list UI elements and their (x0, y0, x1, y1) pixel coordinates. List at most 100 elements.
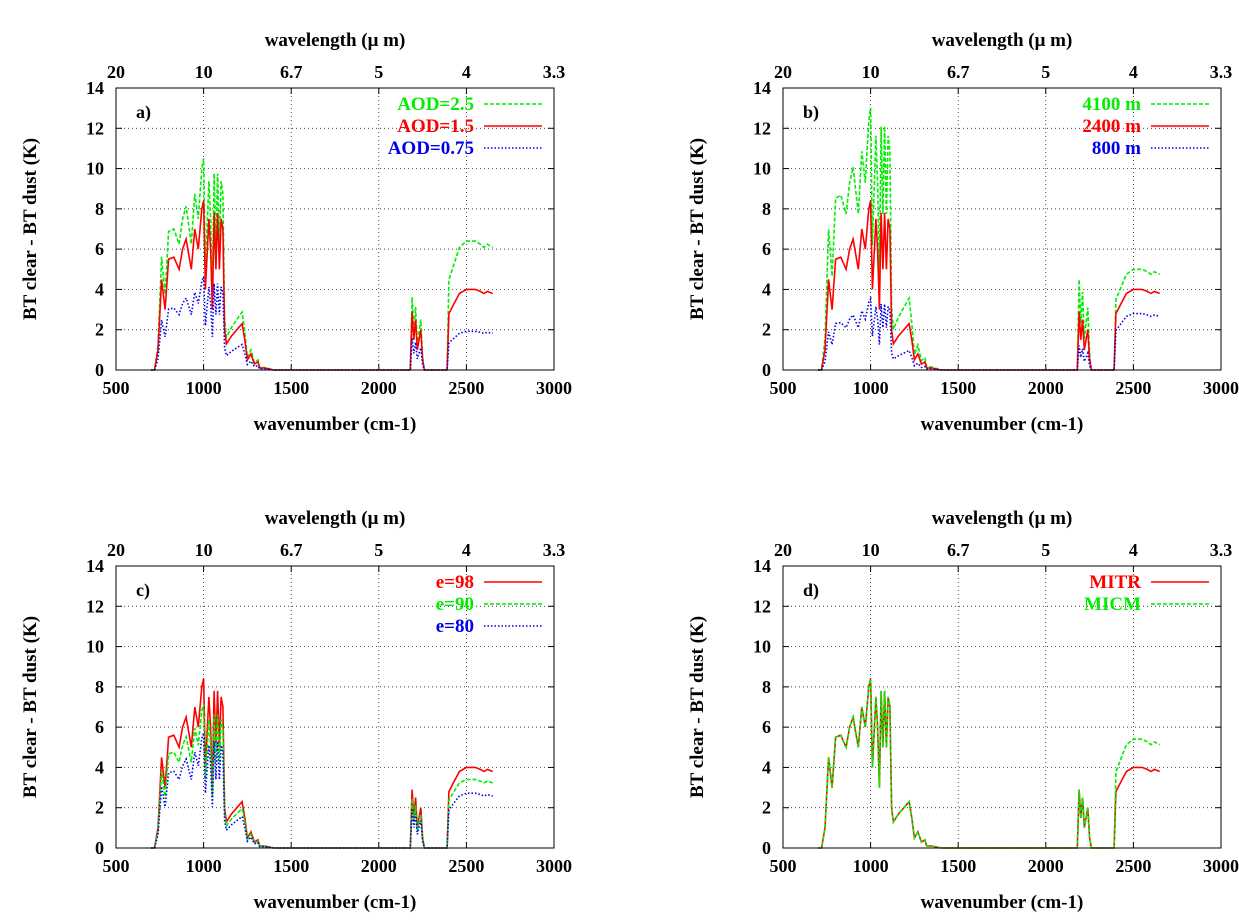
y-tick-label: 0 (95, 360, 104, 380)
x2-tick-label: 3.3 (543, 62, 566, 82)
y-tick-label: 10 (753, 159, 771, 179)
x2-axis-label: wavelength (μ m) (265, 508, 406, 529)
series-line-2 (818, 200, 1160, 371)
y-tick-label: 12 (86, 596, 104, 616)
x2-tick-label: 10 (195, 62, 213, 82)
x2-tick-label: 20 (774, 540, 792, 560)
y-tick-label: 0 (95, 838, 104, 858)
x-tick-label: 1500 (273, 856, 309, 876)
series-line-2 (151, 703, 493, 849)
plot-frame (782, 565, 1222, 849)
x-tick-label: 1500 (940, 378, 976, 398)
x-tick-label: 2000 (361, 856, 397, 876)
y-tick-label: 14 (753, 556, 771, 576)
y-tick-label: 10 (86, 159, 104, 179)
y-tick-label: 4 (762, 279, 771, 299)
x-tick-label: 3000 (536, 378, 572, 398)
y-tick-label: 6 (95, 717, 104, 737)
y-tick-label: 10 (86, 637, 104, 657)
x2-tick-label: 10 (862, 540, 880, 560)
x2-tick-label: 6.7 (280, 62, 303, 82)
x-tick-label: 500 (103, 378, 130, 398)
y-tick-label: 8 (762, 677, 771, 697)
y-tick-label: 4 (762, 757, 771, 777)
x2-axis-label: wavelength (μ m) (932, 508, 1073, 529)
plot-frame (115, 565, 555, 849)
y-tick-label: 8 (95, 199, 104, 219)
y-tick-label: 4 (95, 279, 104, 299)
x-axis-label: wavenumber (cm-1) (254, 892, 417, 913)
y-tick-label: 14 (86, 78, 104, 98)
x-tick-label: 500 (770, 856, 797, 876)
series-line-1 (151, 158, 494, 371)
x2-tick-label: 5 (1041, 540, 1050, 560)
legend-entry-label: 2400 m (1082, 116, 1141, 137)
y-tick-label: 2 (762, 798, 771, 818)
y-axis-label: BT clear - BT dust (K) (687, 138, 708, 320)
series-line-3 (151, 276, 493, 371)
x-tick-label: 1000 (186, 856, 222, 876)
y-tick-label: 6 (762, 717, 771, 737)
legend-entry-label: AOD=1.5 (397, 116, 474, 137)
x-tick-label: 1000 (853, 856, 889, 876)
x2-tick-label: 20 (774, 62, 792, 82)
series-line-2 (818, 678, 1161, 849)
x-tick-label: 3000 (536, 856, 572, 876)
x2-tick-label: 10 (195, 540, 213, 560)
x2-tick-label: 5 (374, 62, 383, 82)
x-axis-label: wavenumber (cm-1) (254, 414, 417, 435)
panel-label: a) (136, 102, 151, 123)
series-line-1 (151, 678, 493, 849)
x-axis-label: wavenumber (cm-1) (921, 892, 1084, 913)
y-axis-label: BT clear - BT dust (K) (20, 138, 41, 320)
x2-tick-label: 4 (1129, 62, 1138, 82)
plot-frame (115, 87, 555, 371)
y-axis-label: BT clear - BT dust (K) (20, 616, 41, 798)
y-tick-label: 14 (86, 556, 104, 576)
legend-entry-label: e=90 (436, 594, 474, 615)
y-tick-label: 2 (95, 320, 104, 340)
x2-tick-label: 10 (862, 62, 880, 82)
x2-tick-label: 4 (462, 540, 471, 560)
series-line-3 (151, 732, 493, 849)
x2-tick-label: 20 (107, 62, 125, 82)
y-tick-label: 8 (762, 199, 771, 219)
y-tick-label: 0 (762, 360, 771, 380)
x-tick-label: 500 (103, 856, 130, 876)
x2-tick-label: 6.7 (947, 540, 970, 560)
series-line-3 (818, 295, 1160, 371)
x2-tick-label: 6.7 (947, 62, 970, 82)
x2-tick-label: 3.3 (1210, 62, 1233, 82)
x-tick-label: 1500 (273, 378, 309, 398)
y-tick-label: 4 (95, 757, 104, 777)
x-tick-label: 2500 (1115, 378, 1151, 398)
y-tick-label: 6 (95, 239, 104, 259)
y-tick-label: 10 (753, 637, 771, 657)
legend-entry-label: 800 m (1092, 138, 1141, 159)
x-tick-label: 1000 (853, 378, 889, 398)
x2-tick-label: 4 (1129, 540, 1138, 560)
panel-label: d) (803, 580, 819, 601)
y-tick-label: 14 (753, 78, 771, 98)
y-axis-label: BT clear - BT dust (K) (687, 616, 708, 798)
series-line-2 (151, 200, 493, 371)
x2-tick-label: 5 (1041, 62, 1050, 82)
legend-entry-label: e=98 (436, 572, 474, 593)
panel-label: c) (136, 580, 150, 601)
x-tick-label: 3000 (1203, 856, 1239, 876)
y-tick-label: 6 (762, 239, 771, 259)
x-tick-label: 2000 (361, 378, 397, 398)
x-tick-label: 2500 (448, 856, 484, 876)
x2-axis-label: wavelength (μ m) (265, 30, 406, 51)
y-tick-label: 12 (753, 118, 771, 138)
x-tick-label: 1000 (186, 378, 222, 398)
legend-entry-label: e=80 (436, 616, 474, 637)
x-axis-label: wavenumber (cm-1) (921, 414, 1084, 435)
panel-label: b) (803, 102, 819, 123)
legend-entry-label: MICM (1084, 594, 1141, 615)
y-tick-label: 2 (95, 798, 104, 818)
y-tick-label: 12 (86, 118, 104, 138)
